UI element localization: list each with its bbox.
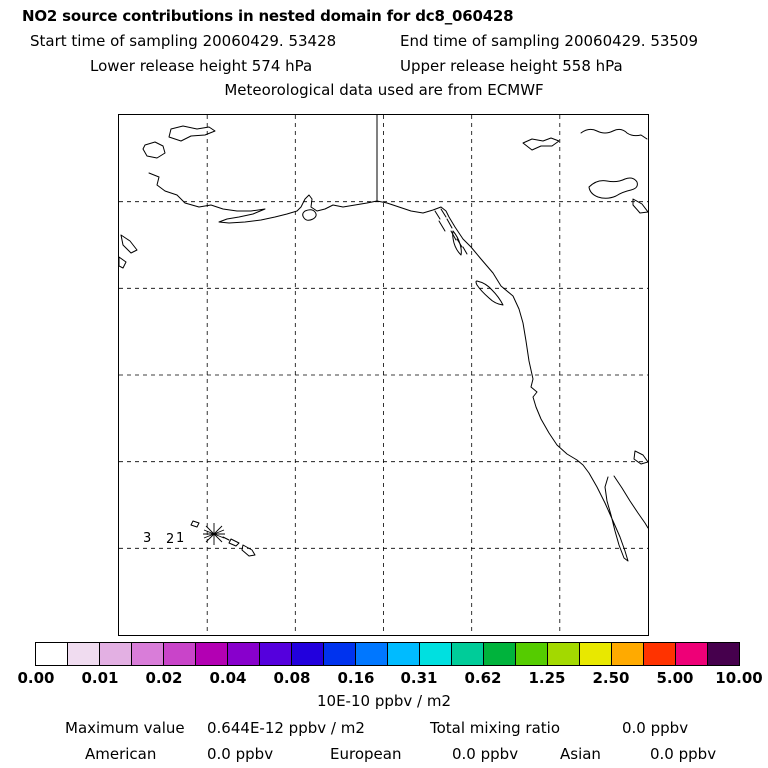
maximum-value-label: Maximum value: [65, 719, 185, 737]
asian-label: Asian: [560, 745, 601, 763]
coastlines: [119, 115, 648, 562]
total-mixing-ratio-label: Total mixing ratio: [430, 719, 561, 737]
colorbar-cell: [419, 643, 451, 665]
page-title: NO2 source contributions in nested domai…: [22, 7, 514, 25]
colorbar-tick-label: 0.08: [273, 669, 311, 687]
colorbar-cell: [67, 643, 99, 665]
start-time-label: Start time of sampling 20060429. 53428: [30, 32, 337, 50]
colorbar-cell: [163, 643, 195, 665]
colorbar-unit-label: 10E-10 ppbv / m2: [316, 692, 452, 710]
colorbar-cell: [355, 643, 387, 665]
colorbar-cell: [259, 643, 291, 665]
colorbar-cell: [291, 643, 323, 665]
colorbar-cell: [451, 643, 483, 665]
colorbar-cell: [387, 643, 419, 665]
colorbar-cell: [99, 643, 131, 665]
colorbar-cell: [323, 643, 355, 665]
colorbar-cell: [483, 643, 515, 665]
colorbar-cell: [707, 643, 739, 665]
arctic-islands: [522, 137, 560, 151]
coastline-seward-peninsula: [168, 125, 216, 142]
waypoint-label-1: 1: [176, 531, 184, 546]
asian-value: 0.0 ppbv: [650, 745, 717, 763]
european-label: European: [330, 745, 402, 763]
colorbar-cell: [643, 643, 675, 665]
colorbar-cell: [131, 643, 163, 665]
island-kodiak: [302, 209, 317, 221]
waypoint-label-3: 3: [143, 531, 151, 546]
end-time-label: End time of sampling 20060429. 53509: [400, 32, 699, 50]
right-edge-blob: [632, 198, 648, 214]
coastline-left-edge-2: [119, 256, 127, 269]
map-panel: 3 2 1: [118, 114, 649, 636]
map-grid: [119, 115, 648, 635]
coastline-left-edge-1: [120, 234, 138, 254]
colorbar-tick-label: 0.00: [17, 669, 55, 687]
lake-great-bear: [588, 177, 638, 199]
colorbar-cell: [195, 643, 227, 665]
american-label: American: [85, 745, 157, 763]
colorbar-tick-label: 0.02: [145, 669, 183, 687]
colorbar-tick-label: 5.00: [656, 669, 694, 687]
island-haida-gwaii: [452, 230, 462, 256]
se-alaska-islands: [434, 208, 468, 255]
upper-release-label: Upper release height 558 hPa: [400, 57, 623, 75]
colorbar-cell: [675, 643, 707, 665]
map: 3 2 1: [119, 115, 648, 635]
colorbar-tick-label: 2.50: [592, 669, 630, 687]
colorbar-tick-label: 0.31: [400, 669, 438, 687]
colorbar-cell: [579, 643, 611, 665]
maximum-value: 0.644E-12 ppbv / m2: [207, 719, 365, 737]
colorbar-cell: [515, 643, 547, 665]
met-source-label: Meteorological data used are from ECMWF: [224, 81, 544, 99]
lower-release-label: Lower release height 574 hPa: [90, 57, 313, 75]
colorbar-tick-label: 10.00: [715, 669, 763, 687]
colorbar-tick-label: 0.01: [81, 669, 119, 687]
colorbar-cell: [547, 643, 579, 665]
gulf-of-california-head: [633, 450, 648, 465]
colorbar-tick-label: 0.16: [337, 669, 375, 687]
european-value: 0.0 ppbv: [452, 745, 519, 763]
colorbar-tick-label: 0.04: [209, 669, 247, 687]
colorbar-tick-label: 1.25: [528, 669, 566, 687]
island-st-lawrence: [142, 141, 166, 159]
colorbar-cell: [611, 643, 643, 665]
american-value: 0.0 ppbv: [207, 745, 274, 763]
island-vancouver: [475, 280, 504, 306]
total-mixing-ratio-value: 0.0 ppbv: [622, 719, 689, 737]
waypoint-label-2: 2: [166, 532, 174, 547]
colorbar-tick-label: 0.62: [464, 669, 502, 687]
top-right-coast: [580, 128, 648, 140]
colorbar: [35, 642, 740, 666]
hawaii-islands: [190, 520, 256, 557]
map-waypoint-labels: 3 2 1: [143, 531, 184, 547]
coastline-mainland-west-coast: [148, 172, 648, 562]
colorbar-cell: [227, 643, 259, 665]
colorbar-cell: [36, 643, 67, 665]
colorbar-ticks: 0.00 0.01 0.02 0.04 0.08 0.16 0.31 0.62 1.25 2.50…: [0, 669, 768, 689]
receptor-star-marker: [203, 523, 225, 545]
